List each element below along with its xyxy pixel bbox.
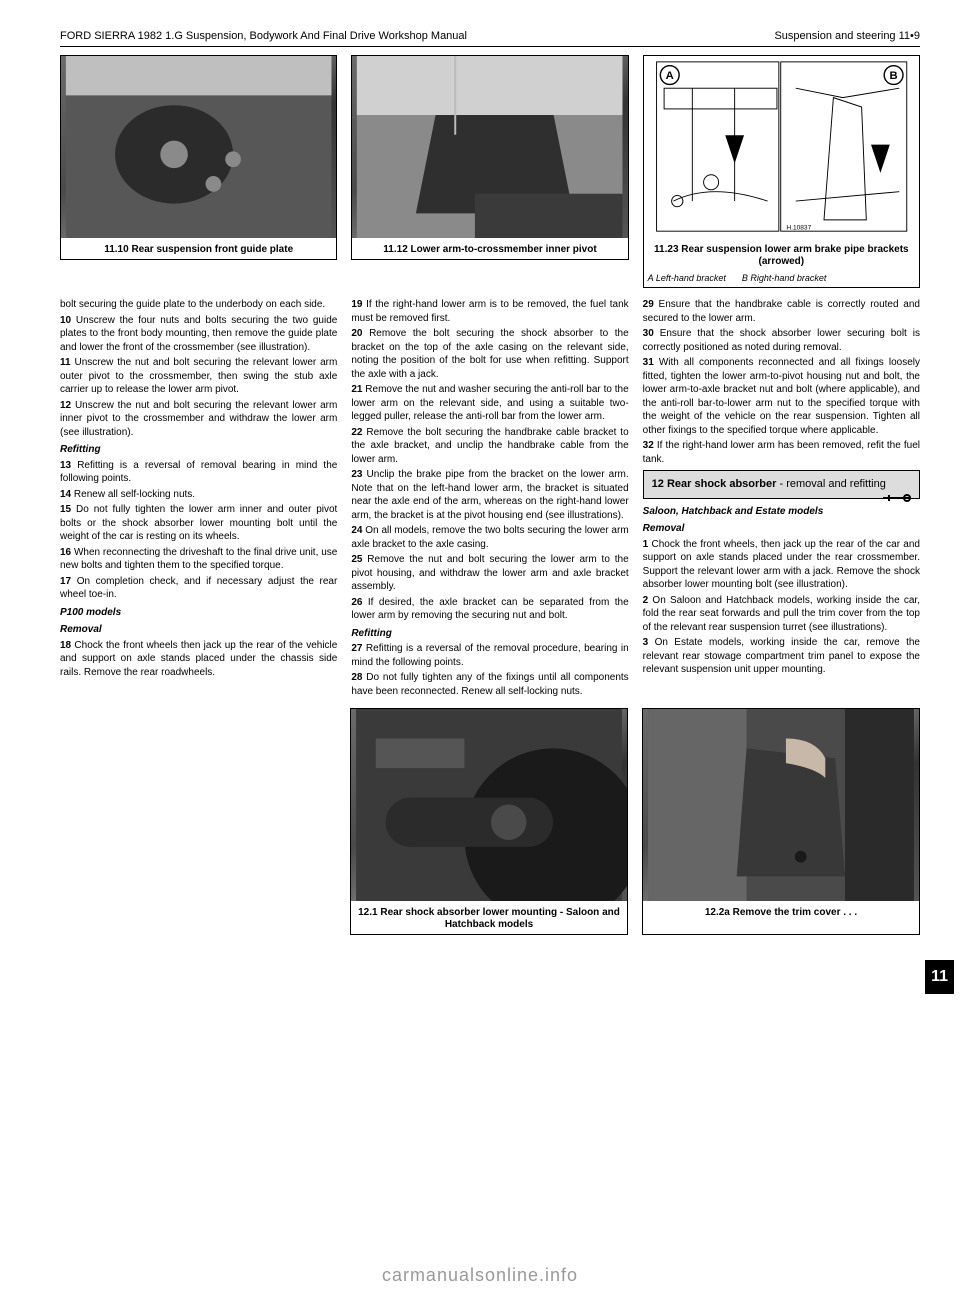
section-title: Rear shock absorber xyxy=(667,478,776,490)
paragraph: 13 Refitting is a reversal of removal be… xyxy=(60,459,337,486)
paragraph: 3 On Estate models, working inside the c… xyxy=(643,636,920,677)
figure-11-10: 11.10 Rear suspension front guide plate xyxy=(60,55,337,260)
paragraph: 20 Remove the bolt securing the shock ab… xyxy=(351,327,628,381)
paragraph: 18 Chock the front wheels then jack up t… xyxy=(60,639,337,680)
svg-text:B: B xyxy=(889,70,897,82)
figure-caption: 11.23 Rear suspension lower arm brake pi… xyxy=(644,241,919,271)
figure-12-2a: 12.2a Remove the trim cover . . . xyxy=(642,708,920,935)
figure-caption: 12.1 Rear shock absorber lower mounting … xyxy=(351,904,627,934)
paragraph: 30 Ensure that the shock absorber lower … xyxy=(643,327,920,354)
paragraph: 19 If the right-hand lower arm is to be … xyxy=(351,298,628,325)
figure-caption: 12.2a Remove the trim cover . . . xyxy=(643,904,919,922)
paragraph: 16 When reconnecting the driveshaft to t… xyxy=(60,546,337,573)
photo-placeholder xyxy=(643,709,919,904)
figure-12-1: 12.1 Rear shock absorber lower mounting … xyxy=(350,708,628,935)
paragraph: 1 Chock the front wheels, then jack up t… xyxy=(643,538,920,592)
subhead-p100: P100 models xyxy=(60,606,337,620)
figure-caption: 11.10 Rear suspension front guide plate xyxy=(61,241,336,259)
paragraph: 14 Renew all self-locking nuts. xyxy=(60,488,337,502)
diagram-placeholder: A B xyxy=(644,56,919,241)
paragraph: 2 On Saloon and Hatchback models, workin… xyxy=(643,594,920,635)
figure-11-23: A B xyxy=(643,55,920,288)
paragraph: 25 Remove the nut and bolt securing the … xyxy=(351,553,628,594)
paragraph: 26 If desired, the axle bracket can be s… xyxy=(351,596,628,623)
svg-text:A: A xyxy=(665,70,673,82)
subhead-refitting-2: Refitting xyxy=(351,627,628,641)
page-label: Suspension and steering 11•9 xyxy=(774,30,920,42)
paragraph: 23 Unclip the brake pipe from the bracke… xyxy=(351,468,628,522)
paragraph: 27 Refitting is a reversal of the remova… xyxy=(351,642,628,669)
subhead-removal: Removal xyxy=(60,623,337,637)
label-a: A Left-hand bracket xyxy=(648,273,726,283)
paragraph: 15 Do not fully tighten the lower arm in… xyxy=(60,503,337,544)
section-sub: removal and refitting xyxy=(786,478,886,490)
photo-placeholder xyxy=(351,709,627,904)
subhead-refitting: Refitting xyxy=(60,443,337,457)
paragraph: 22 Remove the bolt securing the handbrak… xyxy=(351,426,628,467)
running-head: FORD SIERRA 1982 1.G Suspension, Bodywor… xyxy=(60,30,467,42)
figure-caption: 11.12 Lower arm-to-crossmember inner piv… xyxy=(352,241,627,259)
section-number: 12 xyxy=(652,478,664,490)
chapter-tab: 11 xyxy=(925,960,954,994)
paragraph: bolt securing the guide plate to the und… xyxy=(60,298,337,312)
subhead-models: Saloon, Hatchback and Estate models xyxy=(643,505,920,519)
watermark-footer: carmanualsonline.info xyxy=(0,1235,960,1296)
paragraph: 10 Unscrew the four nuts and bolts secur… xyxy=(60,314,337,355)
paragraph: 21 Remove the nut and washer securing th… xyxy=(351,383,628,424)
page-header: FORD SIERRA 1982 1.G Suspension, Bodywor… xyxy=(60,30,920,47)
paragraph: 29 Ensure that the handbrake cable is co… xyxy=(643,298,920,325)
label-b: B Right-hand bracket xyxy=(742,273,827,283)
photo-placeholder xyxy=(352,56,627,241)
photo-placeholder xyxy=(61,56,336,241)
svg-text:H.10837: H.10837 xyxy=(786,224,811,231)
paragraph: 31 With all components reconnected and a… xyxy=(643,356,920,437)
body-text: bolt securing the guide plate to the und… xyxy=(60,298,920,698)
subhead-removal-2: Removal xyxy=(643,522,920,536)
paragraph: 12 Unscrew the nut and bolt securing the… xyxy=(60,399,337,440)
paragraph: 17 On completion check, and if necessary… xyxy=(60,575,337,602)
section-12-header: 12 Rear shock absorber - removal and ref… xyxy=(643,470,920,499)
figure-row-bottom: 12.1 Rear shock absorber lower mounting … xyxy=(60,708,920,937)
wrench-icon xyxy=(881,492,911,509)
figure-11-12: 11.12 Lower arm-to-crossmember inner piv… xyxy=(351,55,628,260)
page-container: FORD SIERRA 1982 1.G Suspension, Bodywor… xyxy=(0,0,960,1235)
figure-row-top: 11.10 Rear suspension front guide plate … xyxy=(60,55,920,290)
paragraph: 28 Do not fully tighten any of the fixin… xyxy=(351,671,628,698)
paragraph: 24 On all models, remove the two bolts s… xyxy=(351,524,628,551)
paragraph: 11 Unscrew the nut and bolt securing the… xyxy=(60,356,337,397)
paragraph: 32 If the right-hand lower arm has been … xyxy=(643,439,920,466)
figure-subcaption: A Left-hand bracket B Right-hand bracket xyxy=(644,271,919,287)
